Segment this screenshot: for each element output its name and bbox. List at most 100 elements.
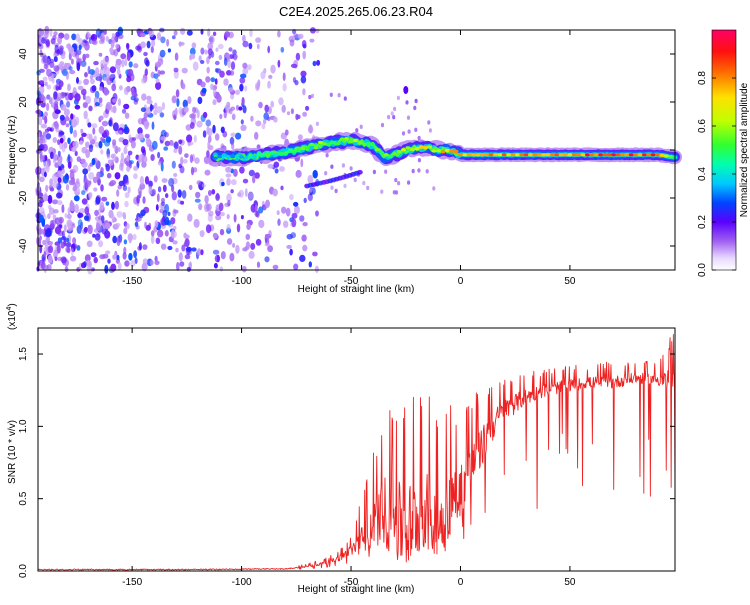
noise-blob (77, 85, 84, 91)
noise-blob (69, 70, 76, 75)
noise-blob (349, 166, 353, 171)
noise-blob (123, 239, 128, 245)
noise-blob (324, 171, 328, 176)
noise-blob (92, 233, 96, 238)
noise-blob (60, 104, 67, 111)
noise-blob (45, 133, 52, 140)
noise-blob (230, 132, 236, 137)
noise-blob (73, 195, 80, 202)
noise-blob (226, 214, 230, 220)
y-tick-label: 40 (18, 48, 29, 60)
noise-blob (138, 132, 144, 141)
noise-blob (241, 265, 247, 273)
noise-blob (215, 214, 222, 221)
noise-blob (122, 138, 129, 146)
noise-blob (153, 73, 159, 79)
noise-blob (74, 203, 79, 214)
y-tick-label: 1.0 (18, 419, 29, 433)
noise-blob (101, 196, 108, 202)
noise-blob (37, 228, 44, 235)
snr-panel: -150 -100 -50 0 50 0.0 0.5 1.0 1.5 Height of str… (6, 303, 676, 595)
noise-blob (71, 146, 77, 152)
noise-blob (212, 31, 217, 36)
noise-blob (111, 83, 117, 92)
noise-blob (208, 210, 214, 217)
noise-blob (255, 120, 262, 127)
noise-blob (116, 189, 120, 197)
noise-blob (155, 204, 159, 211)
colorbar-tick-label: 0.0 (697, 263, 708, 277)
x-tick-label: -50 (344, 276, 359, 287)
noise-blob (280, 185, 284, 191)
noise-blob (114, 35, 118, 42)
noise-blob (67, 207, 71, 215)
noise-blob (142, 258, 148, 265)
noise-blob (242, 40, 249, 48)
noise-blob (162, 184, 167, 193)
noise-blob (289, 248, 293, 256)
noise-blob (85, 53, 90, 59)
noise-blob (185, 246, 191, 256)
noise-blob (117, 262, 122, 270)
noise-blob (235, 132, 242, 140)
noise-blob (61, 230, 65, 240)
noise-blob (258, 206, 264, 214)
x-tick-label: -100 (232, 577, 252, 588)
noise-blob (49, 187, 55, 192)
noise-blob (110, 263, 117, 272)
noise-blob (315, 210, 319, 217)
noise-blob (151, 140, 158, 150)
noise-blob (244, 246, 248, 251)
noise-blob (262, 118, 267, 125)
ridge-cell (296, 149, 301, 153)
ridge-cell (480, 153, 485, 157)
ridge-cell (615, 153, 621, 157)
noise-blob (127, 186, 131, 194)
noise-blob (205, 119, 212, 127)
noise-blob (330, 164, 334, 169)
ridge-cell (361, 142, 367, 146)
noise-blob (72, 87, 77, 96)
ridge-cell (331, 140, 336, 144)
noise-blob (226, 224, 231, 231)
noise-blob (242, 67, 249, 75)
noise-blob (154, 255, 158, 262)
noise-blob (44, 58, 51, 65)
noise-blob (250, 242, 256, 250)
noise-blob (74, 93, 81, 102)
noise-blob (188, 184, 193, 191)
noise-blob (329, 92, 333, 98)
noise-blob (81, 88, 87, 96)
ridge-cell (510, 153, 516, 157)
noise-blob (80, 128, 84, 134)
noise-blob (106, 172, 112, 179)
noise-blob (164, 230, 169, 237)
noise-blob (65, 246, 70, 253)
noise-blob (218, 54, 223, 61)
noise-blob (256, 144, 261, 150)
noise-blob (153, 175, 158, 183)
noise-blob (55, 127, 60, 133)
noise-blob (309, 38, 315, 43)
noise-blob (81, 161, 88, 168)
noise-blob (160, 136, 166, 141)
noise-blob (47, 213, 51, 220)
noise-blob (97, 73, 102, 82)
x-tick-label: 0 (458, 276, 464, 287)
noise-blob (160, 162, 164, 172)
noise-blob (43, 194, 49, 202)
ridge-cell (528, 153, 533, 157)
noise-blob (66, 213, 72, 220)
noise-blob (38, 176, 45, 183)
ridge-cell (366, 142, 371, 146)
noise-blob (353, 177, 357, 183)
ridge-cell (335, 142, 341, 146)
noise-blob (297, 134, 303, 141)
noise-blob (67, 161, 72, 169)
ridge-cell (541, 153, 547, 157)
noise-blob (148, 29, 155, 38)
noise-blob (100, 167, 104, 174)
ridge-cell (243, 156, 249, 160)
noise-blob (103, 129, 110, 138)
noise-blob (250, 203, 257, 213)
